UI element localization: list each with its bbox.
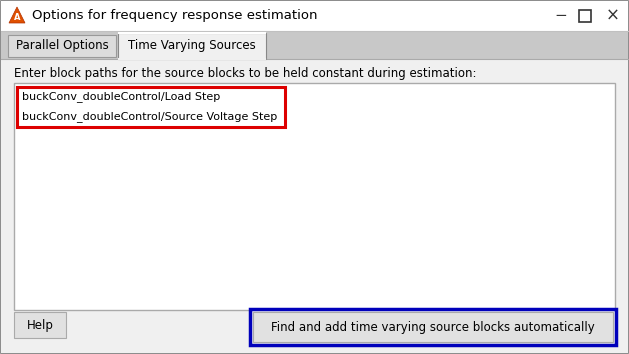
Bar [1,59,628,353]
Text: buckConv_doubleControl/Load Step: buckConv_doubleControl/Load Step [22,92,220,102]
Bar [118,33,266,59]
Bar [253,312,613,342]
Text: Time Varying Sources: Time Varying Sources [128,40,256,52]
Text: ×: × [606,7,620,25]
Bar [1,31,628,59]
Bar [250,309,616,345]
Bar [579,10,591,22]
Text: Help: Help [26,319,53,331]
Text: buckConv_doubleControl/Source Voltage Step: buckConv_doubleControl/Source Voltage St… [22,112,277,122]
Bar [17,87,285,127]
Text: Parallel Options: Parallel Options [16,40,108,52]
Bar [14,83,615,310]
Text: Options for frequency response estimation: Options for frequency response estimatio… [32,10,318,23]
Text: Enter block paths for the source blocks to be held constant during estimation:: Enter block paths for the source blocks … [14,67,477,80]
Text: A: A [14,13,20,22]
Text: −: − [555,8,567,23]
Bar [1,1,628,31]
Polygon shape [9,7,25,23]
Bar [8,35,116,57]
Bar [14,312,66,338]
Text: Find and add time varying source blocks automatically: Find and add time varying source blocks … [271,320,595,333]
